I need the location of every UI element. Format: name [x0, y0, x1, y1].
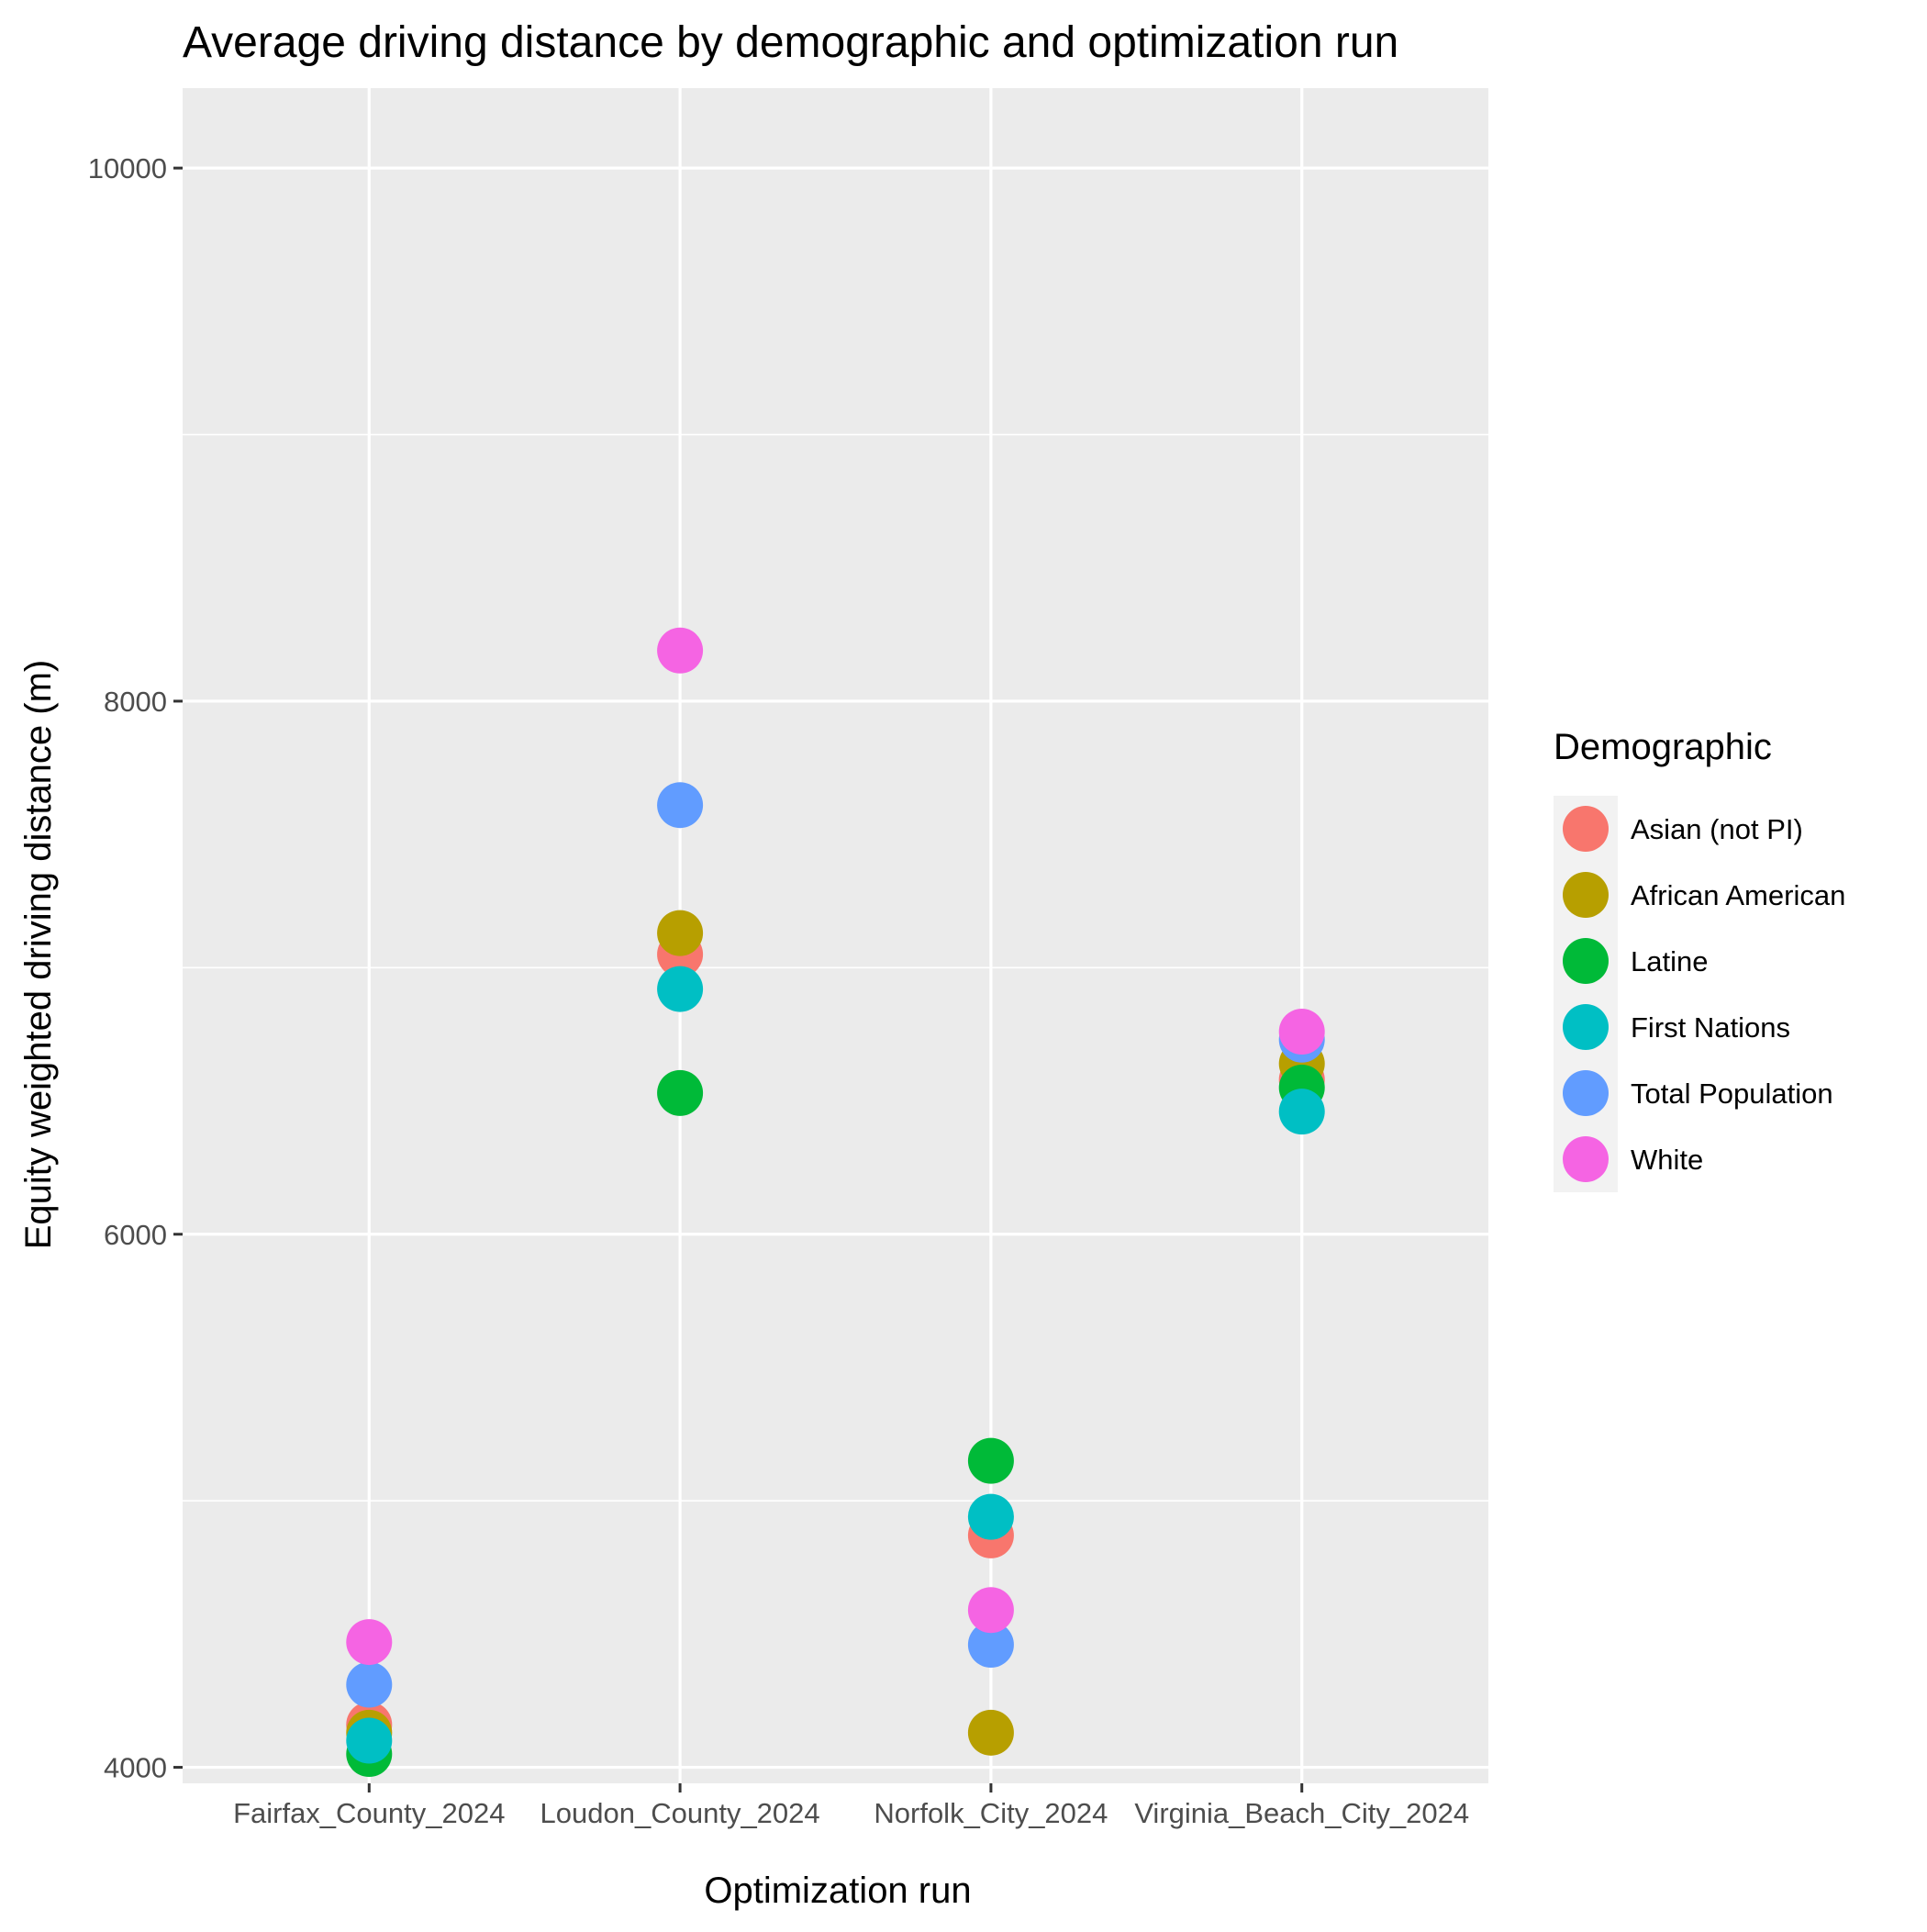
legend-label: Total Population — [1631, 1078, 1833, 1110]
data-point — [346, 1717, 393, 1764]
data-point — [657, 627, 704, 674]
x-tick-label: Loudon_County_2024 — [540, 1797, 820, 1829]
x-axis-title: Optimization run — [704, 1871, 971, 1911]
data-point — [967, 1587, 1014, 1634]
plot-panel — [183, 88, 1488, 1783]
legend-key — [1563, 1070, 1609, 1116]
data-points — [346, 627, 1325, 1778]
minor-gridlines — [183, 433, 1488, 1502]
data-point — [657, 1069, 704, 1116]
data-point — [346, 1619, 393, 1666]
legend-key — [1563, 872, 1609, 918]
data-point — [967, 1621, 1014, 1668]
legend-key — [1563, 1004, 1609, 1050]
data-point — [1278, 1009, 1325, 1055]
legend-key — [1563, 1136, 1609, 1182]
x-tick-label: Norfolk_City_2024 — [874, 1797, 1108, 1829]
data-point — [967, 1493, 1014, 1540]
y-axis-title: Equity weighted driving distance (m) — [18, 660, 59, 1250]
data-point — [967, 1437, 1014, 1484]
data-point — [657, 910, 704, 956]
legend-label: African American — [1631, 879, 1845, 911]
chart-title: Average driving distance by demographic … — [183, 18, 1398, 67]
legend-label: Asian (not PI) — [1631, 813, 1803, 845]
data-point — [657, 782, 704, 829]
y-tick-label: 4000 — [104, 1752, 167, 1784]
x-tick-label: Fairfax_County_2024 — [233, 1797, 505, 1829]
y-tick-label: 8000 — [104, 686, 167, 718]
legend-key — [1563, 806, 1609, 852]
data-point — [967, 1709, 1014, 1756]
x-axis: Fairfax_County_2024 Loudon_County_2024 Nor… — [233, 1783, 1469, 1829]
data-point — [1278, 1089, 1325, 1135]
y-tick-label: 10000 — [88, 152, 167, 184]
legend-key-background — [1554, 796, 1618, 1192]
y-tick-label: 6000 — [104, 1219, 167, 1251]
y-axis: 4000 6000 8000 10000 — [88, 152, 183, 1784]
data-point — [346, 1661, 393, 1708]
legend-key — [1563, 938, 1609, 984]
x-tick-label: Virginia_Beach_City_2024 — [1134, 1797, 1469, 1829]
data-point — [657, 966, 704, 1012]
legend-label: White — [1631, 1144, 1703, 1176]
legend-label: Latine — [1631, 945, 1708, 977]
legend: Demographic Asian (not PI) African Americ… — [1554, 727, 1845, 1192]
legend-label: First Nations — [1631, 1011, 1790, 1044]
legend-title: Demographic — [1554, 727, 1772, 767]
